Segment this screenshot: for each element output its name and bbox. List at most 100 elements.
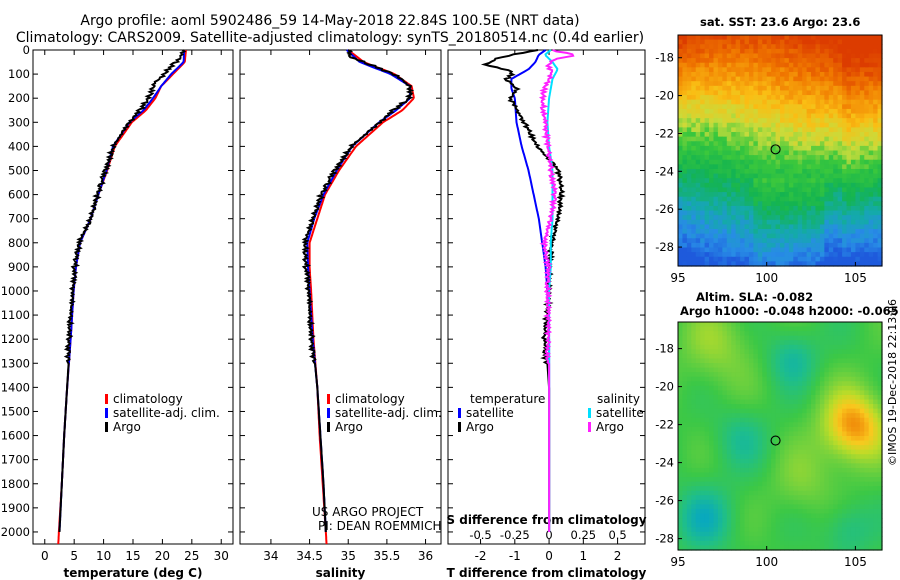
- map-cell: [740, 331, 746, 337]
- map-cell: [771, 127, 777, 133]
- map-cell: [731, 417, 737, 423]
- map-cell: [717, 238, 723, 244]
- map-cell: [740, 394, 746, 401]
- map-cell: [877, 522, 883, 528]
- map-cell: [815, 173, 821, 179]
- map-cell: [873, 118, 879, 124]
- map-cell: [842, 376, 848, 382]
- map-cell: [762, 81, 768, 87]
- map-cell: [678, 522, 684, 528]
- map-cell: [873, 326, 879, 332]
- map-cell: [846, 233, 852, 239]
- map-cell: [771, 426, 777, 433]
- map-cell: [766, 159, 772, 165]
- map-cell: [713, 229, 719, 235]
- map-cell: [802, 113, 808, 119]
- map-cell: [691, 417, 697, 423]
- map-cell: [855, 335, 861, 341]
- map-cell: [722, 499, 728, 505]
- map-cell: [695, 196, 701, 202]
- map-cell: [775, 322, 781, 328]
- map-cell: [859, 399, 865, 405]
- map-cell: [828, 44, 834, 50]
- map-cell: [837, 67, 843, 73]
- map-cell: [731, 499, 737, 505]
- map-cell: [784, 353, 790, 360]
- map-cell: [700, 536, 706, 542]
- map-cell: [735, 463, 741, 469]
- map-cell: [837, 182, 843, 189]
- map-cell: [824, 385, 830, 391]
- map-cell: [842, 344, 848, 350]
- map-cell: [811, 242, 817, 249]
- map-cell: [753, 150, 759, 156]
- map-cell: [691, 540, 697, 547]
- map-cell: [735, 486, 741, 492]
- map-cell: [811, 247, 817, 253]
- map-cell: [744, 261, 750, 267]
- map-cell: [837, 504, 843, 510]
- map-cell: [873, 431, 879, 437]
- map-cell: [757, 376, 763, 382]
- map-cell: [837, 118, 843, 124]
- map-cell: [709, 122, 715, 128]
- map-cell: [735, 504, 741, 510]
- map-cell: [735, 326, 741, 332]
- map-cell: [700, 44, 706, 50]
- map-cell: [709, 132, 715, 138]
- map-cell: [771, 431, 777, 437]
- map-cell: [762, 540, 768, 547]
- map-cell: [811, 62, 817, 68]
- map-cell: [784, 399, 790, 405]
- map-cell: [704, 467, 710, 474]
- map-cell: [775, 182, 781, 189]
- depth-tick-label: 600: [8, 188, 30, 202]
- map-cell: [815, 85, 821, 92]
- map-cell: [802, 233, 808, 239]
- map-cell: [744, 518, 750, 524]
- map-cell: [846, 372, 852, 378]
- map-cell: [678, 363, 684, 369]
- map-cell: [864, 90, 870, 96]
- map-cell: [811, 256, 817, 262]
- map-cell: [717, 349, 723, 355]
- map-cell: [859, 417, 865, 423]
- map-cell: [788, 81, 794, 87]
- map-cell: [859, 536, 865, 542]
- map-y-tick-label: -18: [655, 342, 674, 356]
- map-cell: [842, 449, 848, 455]
- map-cell: [726, 62, 732, 68]
- map-cell: [859, 499, 865, 505]
- map-cell: [806, 353, 812, 360]
- map-cell: [868, 71, 874, 78]
- map-cell: [731, 48, 737, 55]
- map-cell: [700, 141, 706, 147]
- map-cell: [735, 349, 741, 355]
- map-cell: [788, 390, 794, 396]
- map-cell: [797, 408, 803, 414]
- map-cell: [819, 508, 825, 515]
- map-cell: [824, 118, 830, 124]
- map-cell: [864, 113, 870, 119]
- map-cell: [744, 215, 750, 221]
- map-cell: [855, 467, 861, 474]
- map-cell: [780, 164, 786, 170]
- map-cell: [797, 436, 803, 442]
- map-cell: [740, 173, 746, 179]
- map-cell: [815, 252, 821, 258]
- map-cell: [704, 431, 710, 437]
- map-cell: [740, 48, 746, 55]
- map-cell: [837, 490, 843, 496]
- map-cell: [850, 499, 856, 505]
- map-cell: [788, 76, 794, 82]
- map-cell: [842, 536, 848, 542]
- map-x-tick-label: 95: [670, 271, 685, 285]
- map-cell: [811, 394, 817, 401]
- map-cell: [806, 454, 812, 460]
- map-cell: [797, 454, 803, 460]
- map-cell: [704, 48, 710, 55]
- map-cell: [833, 527, 839, 533]
- map-cell: [842, 150, 848, 156]
- map-cell: [842, 458, 848, 464]
- map-y-tick-label: -18: [655, 51, 674, 65]
